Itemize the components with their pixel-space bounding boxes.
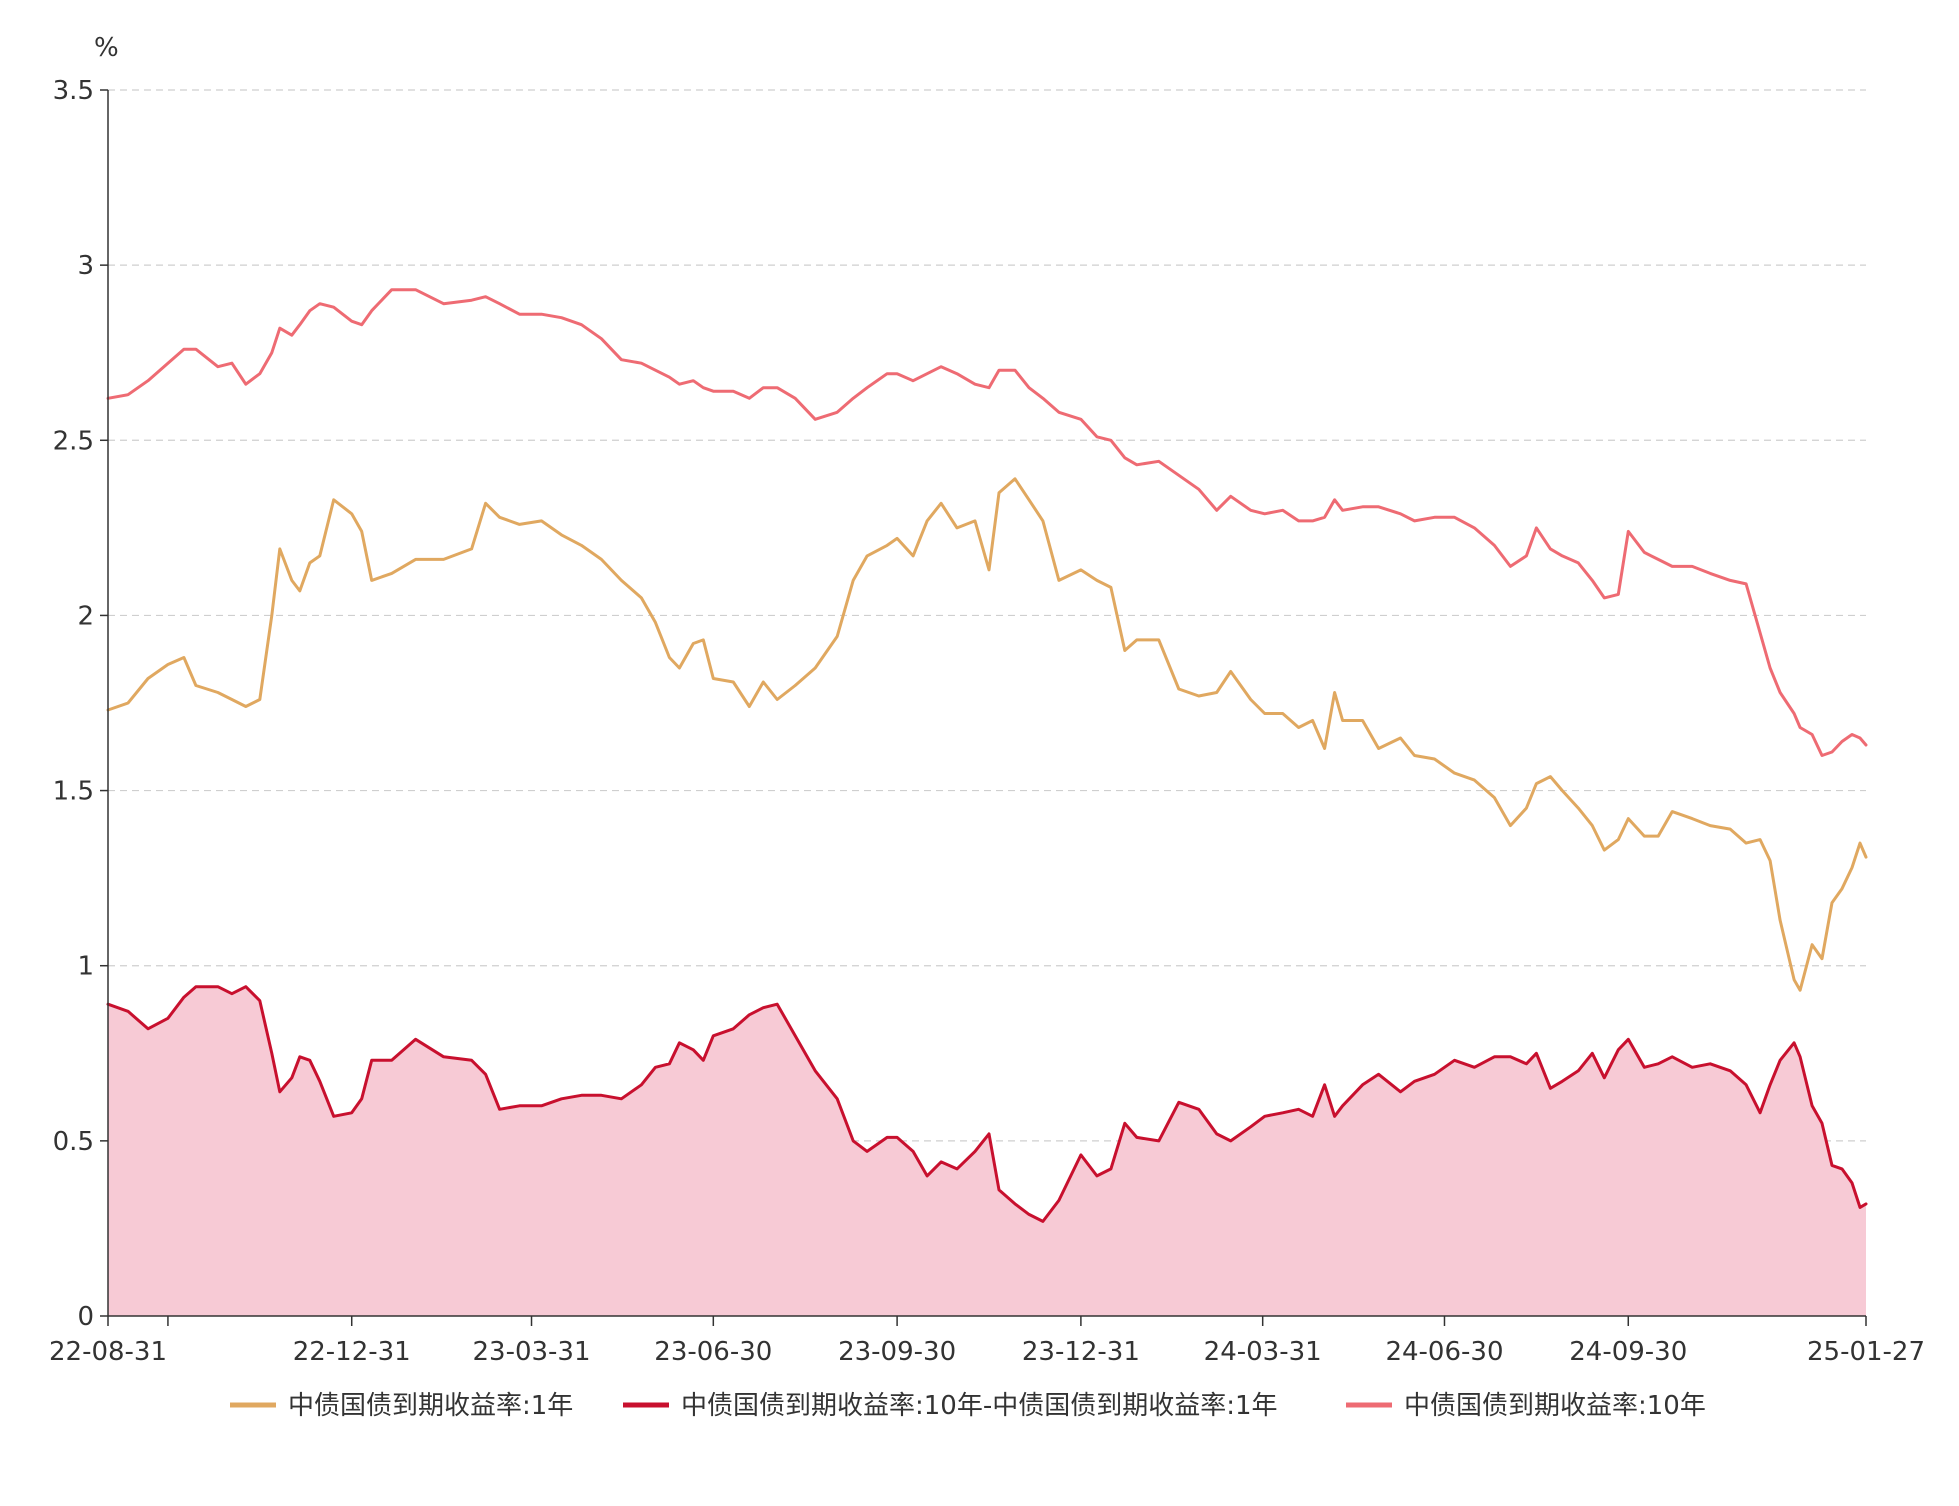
x-tick-label: 24-06-30: [1385, 1337, 1503, 1367]
y-axis-unit: %: [94, 33, 119, 63]
y-tick-label: 3: [77, 251, 94, 281]
series-line-10y: [106, 288, 1868, 757]
series-area-spread: [108, 986, 1866, 1316]
x-tick-label: 23-06-30: [654, 1337, 772, 1367]
x-tick-label: 23-03-31: [473, 1337, 591, 1367]
x-tick-label: 25-01-27: [1807, 1337, 1925, 1367]
y-tick-label: 1: [77, 952, 94, 982]
x-tick-label: 24-09-30: [1569, 1337, 1687, 1367]
y-tick-label: 0: [77, 1302, 94, 1332]
line-layer: [106, 288, 1868, 1223]
axis-layer: %: [94, 33, 1866, 1317]
area-layer: [108, 986, 1866, 1316]
y-tick-label: 3.5: [53, 76, 94, 106]
legend-label: 中债国债到期收益率:1年: [288, 1391, 573, 1421]
series-line-spread: [106, 985, 1868, 1223]
x-tick-label: 22-08-31: [49, 1337, 167, 1367]
x-tick-label: 23-09-30: [838, 1337, 956, 1367]
legend-label: 中债国债到期收益率:10年: [1404, 1391, 1706, 1421]
y-tick-label: 0.5: [53, 1127, 94, 1157]
legend-item: 中债国债到期收益率:10年-中债国债到期收益率:1年: [623, 1391, 1278, 1421]
x-tick-layer: 22-08-31 22-12-31 23-03-31 23-06-30 23-09-30…: [49, 1316, 1925, 1367]
x-tick-label: 23-12-31: [1022, 1337, 1140, 1367]
legend-label: 中债国债到期收益率:10年-中债国债到期收益率:1年: [681, 1391, 1278, 1421]
y-tick-label: 1.5: [53, 777, 94, 807]
legend-item: 中债国债到期收益率:1年: [230, 1391, 573, 1421]
x-tick-label: 24-03-31: [1204, 1337, 1322, 1367]
grid-layer: [108, 89, 1866, 1142]
y-tick-layer: 0 0.5 1 1.5 2 2.5 3 3.5: [53, 76, 108, 1332]
x-tick-label: 22-12-31: [293, 1337, 411, 1367]
legend-item: 中债国债到期收益率:10年: [1346, 1391, 1706, 1421]
y-tick-label: 2.5: [53, 426, 94, 456]
series-line-1y: [106, 477, 1868, 992]
legend: 中债国债到期收益率:1年 中债国债到期收益率:10年-中债国债到期收益率:1年 中债…: [230, 1391, 1706, 1421]
y-tick-label: 2: [77, 601, 94, 631]
